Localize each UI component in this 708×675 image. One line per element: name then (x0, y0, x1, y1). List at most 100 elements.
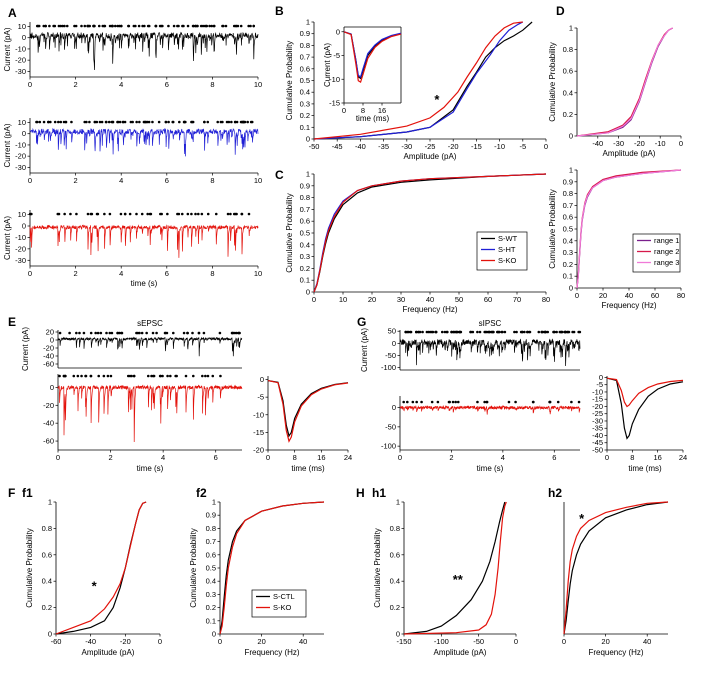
event-marker (552, 330, 555, 334)
panel-label-e: E (8, 315, 16, 329)
legend-entry: S-CTL (273, 592, 295, 601)
legend-entry: S-WT (498, 234, 518, 243)
x-tick-label: -35 (378, 142, 389, 151)
event-marker (507, 400, 511, 404)
y-tick-label: 20 (46, 328, 54, 337)
y-axis-label: Cumulative Probability (548, 42, 557, 122)
y-tick-label: 0.2 (300, 264, 310, 273)
chart-title: sIPSC (479, 319, 502, 328)
x-tick-label: 4 (119, 80, 123, 89)
y-axis-label: Current (pA) (323, 43, 332, 87)
event-marker (109, 374, 113, 378)
y-tick-label: 0 (50, 383, 54, 392)
x-tick-label: 40 (426, 295, 434, 304)
x-tick-label: -20 (448, 142, 459, 151)
x-tick-label: 0 (266, 453, 270, 462)
panel-label-d: D (556, 4, 565, 18)
x-tick-label: 0 (158, 637, 162, 646)
y-tick-label: 0 (569, 284, 573, 293)
event-marker (235, 120, 239, 124)
x-tick-label: 4 (501, 453, 505, 462)
y-tick-label: -10 (592, 387, 603, 396)
y-tick-label: 0.1 (300, 123, 310, 132)
series-line-s-ko (403, 501, 507, 635)
x-tick-label: -45 (332, 142, 343, 151)
event-marker (515, 330, 518, 334)
event-marker (210, 24, 214, 28)
y-tick-label: -10 (15, 44, 26, 53)
event-marker (123, 120, 127, 124)
x-tick-label: 4 (119, 176, 123, 185)
y-tick-label: 0.2 (42, 603, 52, 612)
y-tick-label: -10 (253, 410, 264, 419)
event-marker (58, 374, 61, 378)
event-marker (146, 374, 150, 378)
y-tick-label: 0 (306, 288, 310, 297)
y-axis-label: Cumulative Probability (373, 528, 382, 608)
y-tick-label: 0 (260, 375, 264, 384)
event-marker (230, 120, 233, 124)
event-marker (451, 400, 455, 404)
x-axis-label: time (s) (131, 279, 158, 288)
event-marker (164, 120, 168, 124)
event-marker (556, 400, 560, 404)
y-tick-label: 0.3 (563, 248, 573, 257)
y-tick-label: -60 (43, 437, 54, 446)
a3-plot (27, 210, 259, 269)
event-marker (70, 120, 73, 124)
event-marker (65, 24, 69, 28)
event-marker (38, 120, 42, 124)
event-marker (105, 331, 108, 335)
y-tick-label: 0 (396, 630, 400, 639)
y-axis-label: Cumulative Probability (285, 193, 294, 273)
event-marker (546, 330, 550, 334)
event-marker (190, 212, 193, 216)
f2-plot (217, 501, 325, 637)
event-marker (159, 374, 162, 378)
x-tick-label: 8 (293, 453, 297, 462)
event-marker (118, 331, 121, 335)
event-marker (104, 120, 108, 124)
y-tick-label: -50 (385, 351, 396, 360)
series-line-s-ht (343, 31, 402, 78)
b-plot (311, 21, 547, 142)
event-marker (497, 330, 501, 334)
x-axis-label: time (ms) (356, 114, 390, 123)
event-marker (194, 24, 197, 28)
current-trace (29, 127, 259, 157)
event-marker (186, 331, 189, 335)
legend-entry: range 3 (654, 258, 679, 267)
y-tick-label: 0.2 (390, 603, 400, 612)
event-marker (82, 331, 86, 335)
current-trace (57, 384, 243, 443)
g3-plot (604, 376, 684, 453)
event-marker (214, 212, 218, 216)
panel-label-a: A (8, 6, 17, 20)
y-tick-label: -100 (381, 442, 396, 451)
event-marker (434, 330, 438, 334)
x-tick-label: 40 (625, 291, 633, 300)
event-marker (167, 120, 170, 124)
x-tick-label: 0 (575, 291, 579, 300)
x-axis-label: time (ms) (291, 464, 325, 473)
event-marker (89, 374, 93, 378)
event-marker (203, 120, 206, 124)
event-marker (160, 212, 163, 216)
x-tick-label: -40 (592, 139, 603, 148)
y-tick-label: 0.4 (300, 240, 310, 249)
event-marker (83, 120, 87, 124)
event-marker (559, 330, 563, 334)
y-axis-label: Cumulative Probability (285, 41, 294, 121)
y-tick-label: 0 (22, 222, 26, 231)
event-marker (80, 24, 83, 28)
event-marker (110, 120, 114, 124)
y-tick-label: 0.6 (300, 64, 310, 73)
x-tick-label: 10 (254, 176, 262, 185)
event-marker (521, 330, 524, 334)
event-marker (96, 212, 100, 216)
event-marker (99, 331, 103, 335)
legend-entry: range 1 (654, 236, 679, 245)
event-marker (191, 374, 195, 378)
y-tick-label: 0.9 (300, 181, 310, 190)
current-trace (399, 338, 581, 367)
